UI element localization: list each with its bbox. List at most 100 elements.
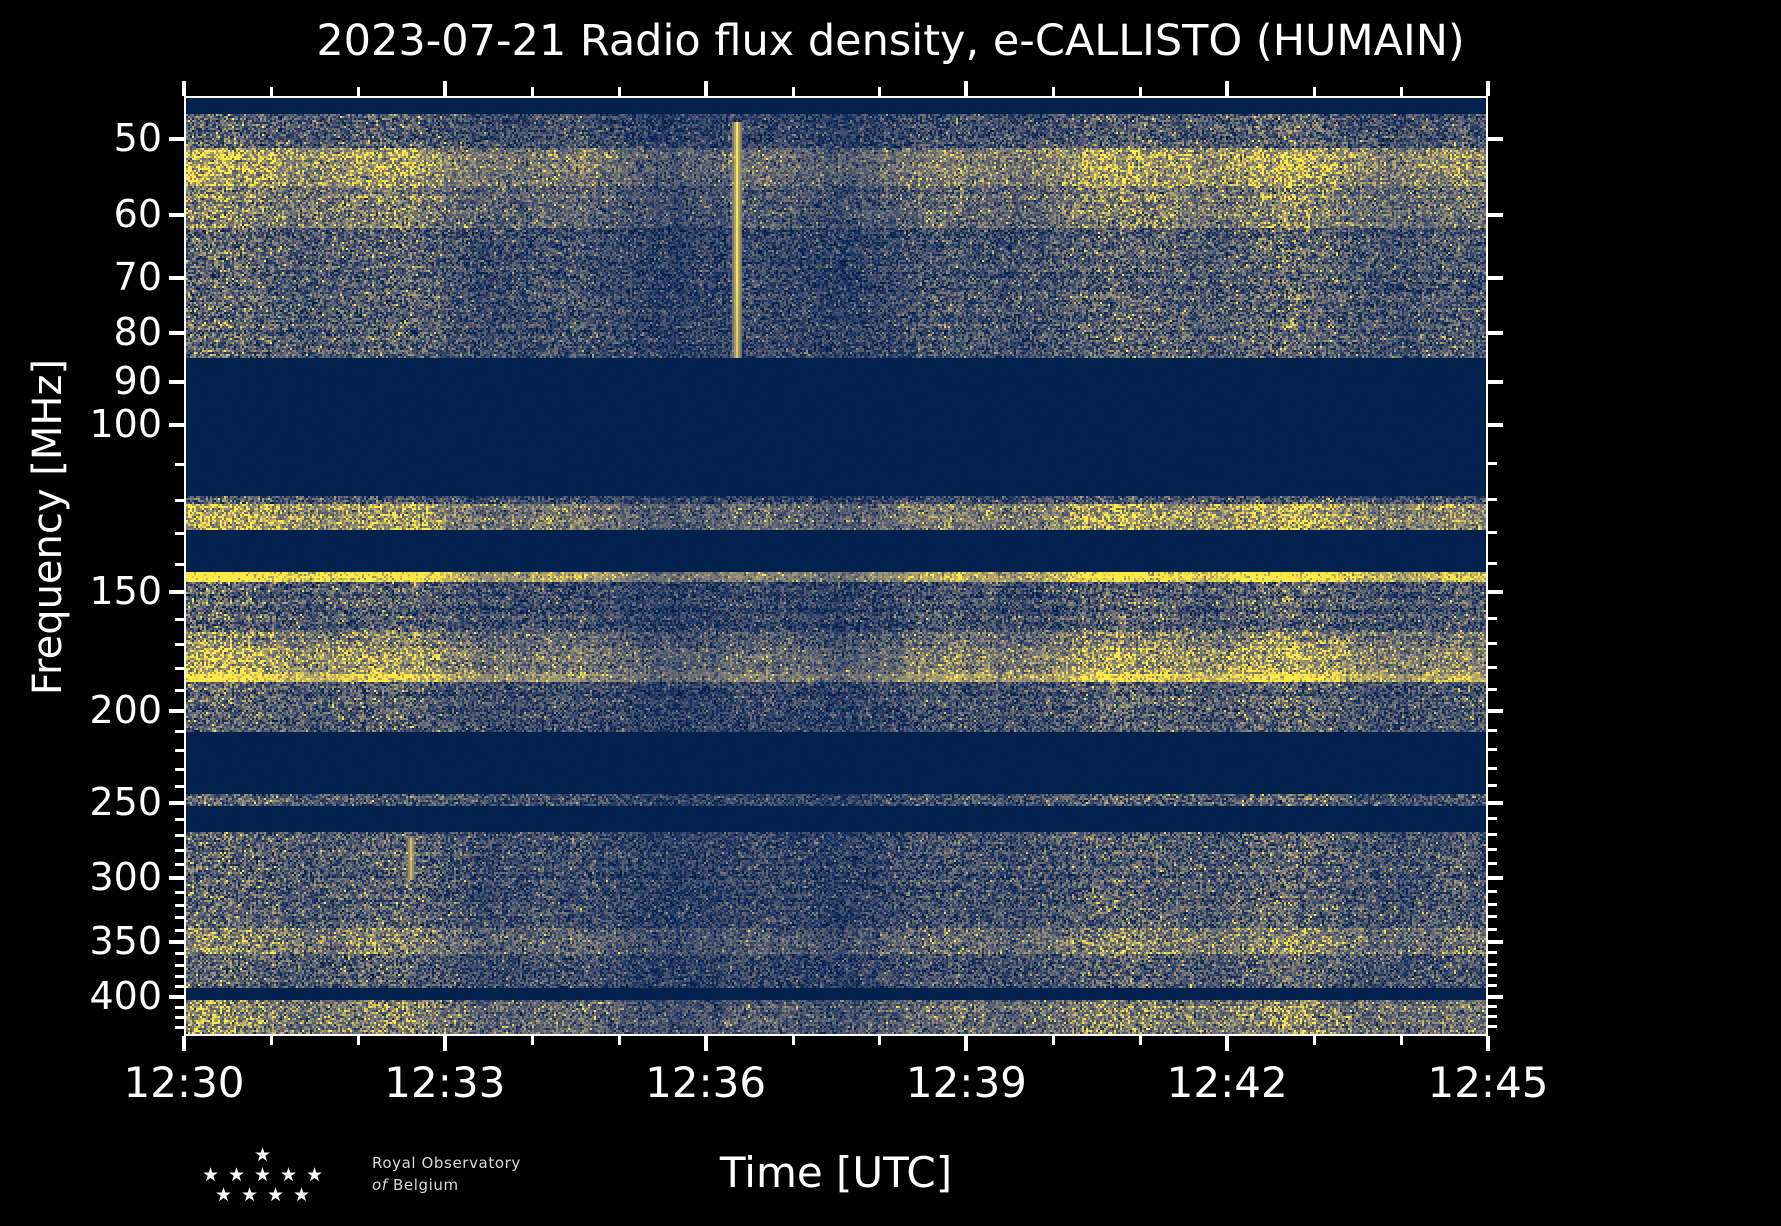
y-minor-tick-mark bbox=[175, 617, 184, 621]
x-top-minor-tick bbox=[1313, 87, 1317, 96]
y-right-tick bbox=[1488, 379, 1503, 384]
spectrogram-plot[interactable] bbox=[184, 96, 1488, 1036]
y-minor-tick-mark bbox=[175, 463, 184, 467]
y-right-tick bbox=[1488, 902, 1497, 906]
y-minor-tick-mark bbox=[175, 848, 184, 852]
y-right-tick bbox=[1488, 708, 1503, 713]
y-right-tick bbox=[1488, 687, 1497, 691]
y-minor-tick-mark bbox=[175, 785, 184, 789]
y-tick-mark bbox=[169, 939, 184, 944]
x-minor-tick-mark bbox=[269, 1036, 273, 1045]
star-icon: ★ bbox=[306, 1164, 324, 1186]
y-minor-tick-mark bbox=[175, 1015, 184, 1019]
y-minor-tick-mark bbox=[175, 730, 184, 734]
y-minor-tick-mark bbox=[175, 1005, 184, 1009]
y-tick-mark bbox=[169, 423, 184, 428]
y-right-tick bbox=[1488, 137, 1503, 142]
x-tick-label: 12:36 bbox=[645, 1058, 767, 1107]
y-right-tick bbox=[1488, 766, 1497, 770]
x-minor-tick-mark bbox=[791, 1036, 795, 1045]
x-axis-label: Time [UTC] bbox=[719, 1148, 953, 1197]
y-right-tick bbox=[1488, 462, 1497, 466]
y-tick-label: 400 bbox=[89, 973, 162, 1018]
y-tick-mark bbox=[169, 379, 184, 384]
y-minor-tick-mark bbox=[175, 499, 184, 503]
y-right-tick bbox=[1488, 862, 1497, 866]
y-minor-tick-mark bbox=[175, 642, 184, 646]
x-minor-tick-mark bbox=[1052, 1036, 1056, 1045]
y-minor-tick-mark bbox=[175, 890, 184, 894]
y-minor-tick-mark bbox=[175, 963, 184, 967]
x-top-tick bbox=[964, 81, 969, 96]
logo-line-1: Royal Observatory bbox=[372, 1154, 521, 1172]
x-tick-label: 12:42 bbox=[1166, 1058, 1288, 1107]
y-right-tick bbox=[1488, 951, 1497, 955]
y-minor-tick-mark bbox=[175, 985, 184, 989]
y-tick-label: 100 bbox=[89, 402, 162, 447]
star-icon: ★ bbox=[215, 1184, 233, 1206]
x-top-minor-tick bbox=[617, 87, 621, 96]
y-minor-tick-mark bbox=[175, 818, 184, 822]
y-right-tick bbox=[1488, 423, 1503, 428]
x-tick-mark bbox=[182, 1036, 186, 1051]
y-right-tick bbox=[1488, 276, 1503, 281]
y-right-tick bbox=[1488, 531, 1497, 535]
y-tick-mark bbox=[169, 876, 184, 881]
y-tick-label: 250 bbox=[89, 779, 162, 824]
x-top-tick bbox=[1486, 81, 1490, 96]
logo-country: Belgium bbox=[393, 1176, 459, 1194]
star-icon: ★ bbox=[202, 1164, 220, 1186]
y-minor-tick-mark bbox=[175, 562, 184, 566]
x-top-minor-tick bbox=[791, 87, 795, 96]
x-top-minor-tick bbox=[1139, 87, 1143, 96]
y-minor-tick-mark bbox=[175, 928, 184, 932]
y-minor-tick-mark bbox=[175, 903, 184, 907]
x-tick-mark bbox=[1486, 1036, 1490, 1051]
x-top-minor-tick bbox=[356, 87, 360, 96]
logo-text: Royal Observatory of Belgium bbox=[372, 1152, 582, 1196]
y-tick-label: 80 bbox=[113, 310, 162, 355]
x-axis: 12:30 12:33 12:36 12:39 12:42 12:45 bbox=[0, 1036, 1781, 1226]
y-right-tick bbox=[1488, 212, 1503, 217]
x-axis-top-ticks bbox=[0, 81, 1781, 97]
y-tick-label: 150 bbox=[89, 569, 162, 614]
y-right-tick bbox=[1488, 994, 1503, 999]
star-icon: ★ bbox=[254, 1144, 272, 1166]
y-tick-mark bbox=[169, 331, 184, 336]
y-right-tick bbox=[1488, 876, 1503, 881]
stars-icon: ★ ★ ★ ★ ★ ★ ★ ★ ★ ★ bbox=[176, 1146, 366, 1208]
y-right-tick bbox=[1488, 962, 1497, 966]
y-tick-label: 90 bbox=[113, 358, 162, 403]
y-tick-label: 200 bbox=[89, 687, 162, 732]
x-top-minor-tick bbox=[1052, 87, 1056, 96]
y-right-tick bbox=[1488, 889, 1497, 893]
x-top-minor-tick bbox=[878, 87, 882, 96]
y-right-tick bbox=[1488, 729, 1497, 733]
y-right-tick bbox=[1488, 498, 1497, 502]
y-tick-mark bbox=[169, 212, 184, 217]
y-right-tick bbox=[1488, 927, 1497, 931]
y-right-tick bbox=[1488, 1024, 1497, 1028]
star-icon: ★ bbox=[254, 1164, 272, 1186]
y-right-tick bbox=[1488, 616, 1497, 620]
y-right-tick bbox=[1488, 665, 1497, 669]
royal-observatory-logo: ★ ★ ★ ★ ★ ★ ★ ★ ★ ★ Royal Observatory of Belgium bbox=[176, 1146, 566, 1212]
x-minor-tick-mark bbox=[617, 1036, 621, 1045]
y-right-tick bbox=[1488, 984, 1497, 988]
y-minor-tick-mark bbox=[175, 666, 184, 670]
y-tick-label: 60 bbox=[113, 191, 162, 236]
y-minor-tick-mark bbox=[175, 688, 184, 692]
y-tick-label: 300 bbox=[89, 855, 162, 900]
y-tick-mark bbox=[169, 137, 184, 142]
y-right-tick bbox=[1488, 1004, 1497, 1008]
x-tick-label: 12:45 bbox=[1427, 1058, 1549, 1107]
y-axis: 50 60 70 80 90 100 150 200 250 300 350 400 bbox=[0, 0, 184, 1226]
x-tick-mark bbox=[964, 1036, 969, 1051]
y-tick-label: 70 bbox=[113, 255, 162, 300]
star-icon: ★ bbox=[293, 1184, 311, 1206]
logo-line-2: of Belgium bbox=[372, 1174, 582, 1196]
x-minor-tick-mark bbox=[530, 1036, 534, 1045]
y-right-tick bbox=[1488, 832, 1497, 836]
x-top-tick bbox=[703, 81, 708, 96]
